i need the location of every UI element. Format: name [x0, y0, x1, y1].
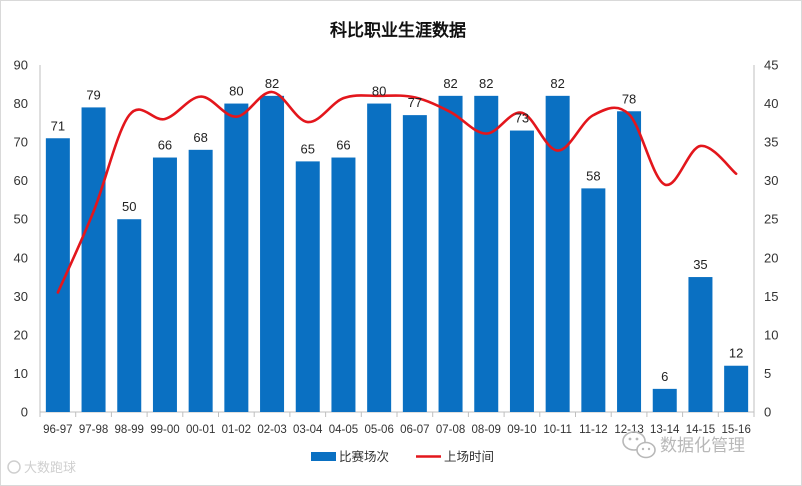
bar-data-label: 50	[122, 199, 136, 214]
bar-data-label: 65	[301, 141, 315, 156]
bar	[474, 95, 499, 412]
x-tick-label: 12-13	[614, 424, 643, 436]
bar	[724, 365, 749, 412]
bar	[331, 157, 356, 412]
left-tick-label: 70	[14, 135, 28, 150]
bar	[117, 219, 142, 412]
left-tick-label: 0	[21, 405, 28, 420]
x-tick-label: 05-06	[364, 424, 393, 436]
watermark-left-text: 大数跑球	[24, 460, 76, 475]
bar-data-label: 58	[586, 168, 600, 183]
legend-bar-swatch	[311, 452, 336, 461]
x-tick-label: 03-04	[293, 424, 323, 436]
x-tick-label: 98-99	[115, 424, 144, 436]
watermark-right-text: 数据化管理	[660, 436, 745, 455]
line-group	[56, 90, 738, 294]
left-tick-label: 50	[14, 212, 28, 227]
bar-data-label: 78	[622, 91, 636, 106]
left-tick-label: 60	[14, 173, 28, 188]
watermarks: 大数跑球 数据化管理	[7, 431, 745, 475]
right-tick-label: 5	[764, 366, 771, 381]
x-tick-label: 07-08	[436, 424, 465, 436]
bar-data-label: 66	[336, 138, 350, 153]
right-tick-label: 35	[764, 135, 778, 150]
bar	[295, 161, 320, 412]
bar	[402, 115, 427, 412]
left-tick-label: 20	[14, 327, 28, 342]
left-tick-label: 30	[14, 289, 28, 304]
right-tick-label: 15	[764, 289, 778, 304]
bar	[652, 388, 677, 412]
watermark-logo-icon	[7, 460, 21, 474]
x-tick-label: 96-97	[43, 424, 72, 436]
bar-data-label: 80	[229, 84, 243, 99]
bar-data-label: 82	[443, 76, 457, 91]
right-tick-label: 25	[764, 212, 778, 227]
bar	[617, 111, 642, 413]
bar-data-label: 66	[158, 138, 172, 153]
bars-group	[45, 95, 749, 413]
x-tick-label: 00-01	[186, 424, 215, 436]
bar-data-label: 68	[193, 130, 207, 145]
x-tick-label: 09-10	[507, 424, 536, 436]
left-tick-label: 90	[14, 58, 28, 73]
watermark-right: 数据化管理	[622, 431, 745, 459]
right-tick-label: 20	[764, 250, 778, 265]
bar	[367, 103, 392, 413]
bar	[509, 130, 534, 413]
left-tick-label: 10	[14, 366, 28, 381]
x-tick-label: 10-11	[543, 424, 572, 436]
right-tick-label: 45	[764, 58, 778, 73]
x-tick-label: 02-03	[257, 424, 286, 436]
right-tick-label: 10	[764, 327, 778, 342]
x-tick-label: 11-12	[579, 424, 608, 436]
bar-data-label: 6	[661, 369, 668, 384]
chart-title: 科比职业生涯数据	[330, 20, 466, 40]
watermark-left: 大数跑球	[7, 460, 76, 475]
bar-data-label: 71	[51, 118, 65, 133]
bar	[688, 277, 713, 412]
bar	[260, 95, 285, 412]
axes-group: 0 10 20 30 40 50 60 70 80 90 0 5 10 15 20 25 30 35 40 45 96-…	[14, 58, 779, 437]
x-tick-label: 01-02	[222, 424, 251, 436]
bar	[545, 95, 570, 412]
bar-data-label: 79	[86, 87, 100, 102]
legend-line-label: 上场时间	[444, 450, 494, 464]
x-tick-label: 04-05	[329, 424, 358, 436]
bar	[188, 149, 213, 413]
x-tick-label: 06-07	[400, 424, 429, 436]
right-tick-label: 0	[764, 405, 771, 420]
left-tick-label: 80	[14, 96, 28, 111]
legend: 比赛场次 上场时间	[311, 449, 494, 464]
bar	[81, 107, 106, 413]
x-tick-label: 99-00	[150, 424, 179, 436]
data-labels-group: 71 79 50 66 68 80 82 65 66 80 77 82 82 73 82 58 78 6 35 12	[51, 76, 744, 384]
bar-data-label: 82	[550, 76, 564, 91]
bar	[224, 103, 249, 413]
bar-data-label: 35	[693, 257, 707, 272]
x-tick-label: 13-14	[650, 424, 680, 436]
bar	[438, 95, 463, 412]
bar	[581, 188, 606, 412]
bar-data-label: 73	[515, 111, 529, 126]
bar	[152, 157, 177, 412]
x-tick-label: 15-16	[721, 424, 750, 436]
left-tick-label: 40	[14, 250, 28, 265]
wechat-icon	[622, 431, 656, 459]
x-tick-label: 08-09	[472, 424, 501, 436]
right-tick-label: 30	[764, 173, 778, 188]
legend-bar-label: 比赛场次	[339, 449, 389, 464]
x-tick-label: 14-15	[686, 424, 715, 436]
bar-data-label: 82	[265, 76, 279, 91]
bar-data-label: 12	[729, 346, 743, 361]
right-tick-label: 40	[764, 96, 778, 111]
x-tick-label: 97-98	[79, 424, 108, 436]
bar-data-label: 80	[372, 84, 386, 99]
bar-data-label: 77	[408, 95, 422, 110]
bar-data-label: 82	[479, 76, 493, 91]
